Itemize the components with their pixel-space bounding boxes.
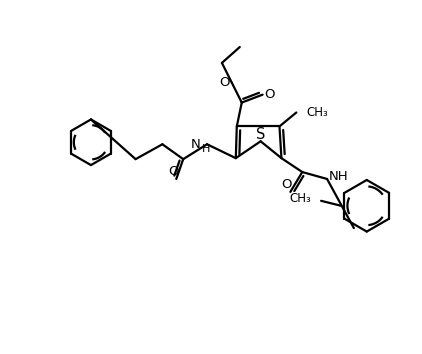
- Text: H: H: [202, 144, 210, 154]
- Text: O: O: [168, 165, 179, 178]
- Text: N: N: [190, 138, 200, 151]
- Text: S: S: [256, 127, 265, 142]
- Text: NH: NH: [329, 171, 349, 183]
- Text: CH₃: CH₃: [306, 106, 328, 119]
- Text: O: O: [264, 88, 275, 101]
- Text: O: O: [281, 178, 292, 192]
- Text: O: O: [219, 76, 230, 89]
- Text: CH₃: CH₃: [289, 192, 311, 205]
